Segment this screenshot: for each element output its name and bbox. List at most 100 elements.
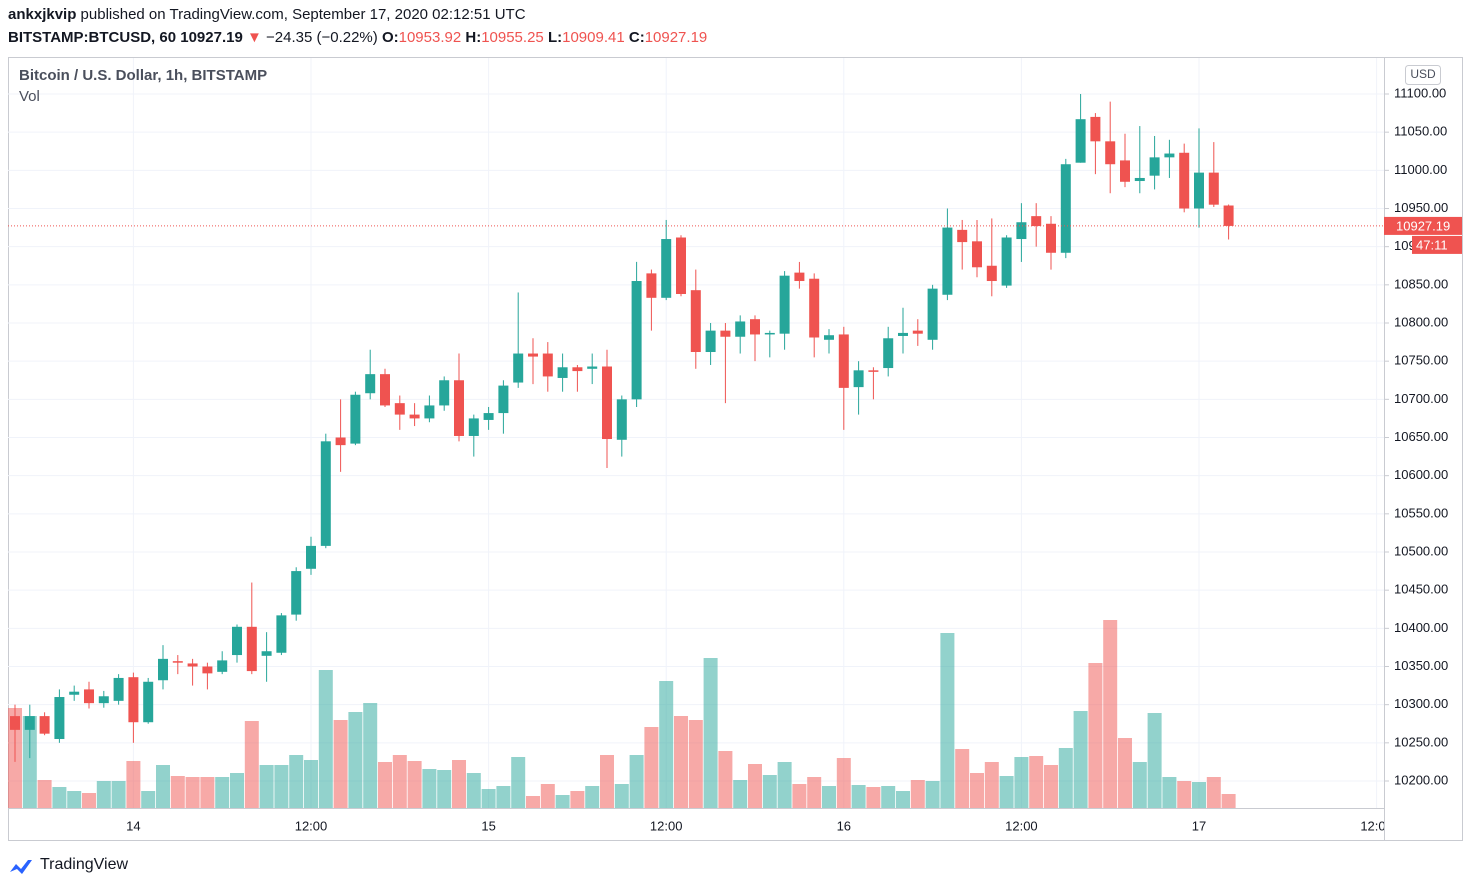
volume-bar: [200, 777, 215, 808]
y-tick-label: 10700.00: [1394, 391, 1448, 406]
volume-bar: [1162, 777, 1177, 808]
candle-body: [1046, 223, 1056, 253]
volume-bar: [688, 720, 703, 808]
volume-bar: [422, 769, 437, 808]
y-tick-label: 10350.00: [1394, 658, 1448, 673]
candle-body: [365, 374, 376, 394]
vol-label: Vol: [19, 88, 40, 105]
volume-bar: [511, 757, 526, 808]
volume-bar: [1221, 794, 1236, 808]
volume-bar: [659, 681, 674, 808]
candle-body: [1105, 141, 1116, 165]
candle-body: [1120, 160, 1130, 182]
volume-bar: [52, 787, 67, 808]
candle-body: [853, 370, 864, 388]
y-tick-label: 10800.00: [1394, 314, 1448, 329]
candle-body: [232, 626, 242, 656]
volume-bar: [526, 796, 540, 808]
candle-body: [1208, 172, 1219, 205]
candle-body: [572, 367, 583, 372]
candle-body: [69, 691, 80, 695]
candle-body: [957, 229, 968, 243]
candle-body: [172, 661, 183, 663]
frame: [8, 57, 1463, 841]
candle-body: [261, 651, 272, 656]
volume-bar: [304, 760, 318, 808]
candle-body: [1031, 216, 1042, 227]
candle-body: [735, 321, 746, 337]
candle-body: [661, 239, 672, 298]
candle-body: [128, 677, 139, 723]
candle-body: [246, 626, 257, 672]
candle-body: [306, 545, 316, 569]
volume-bar: [910, 780, 925, 808]
volume-bar: [748, 764, 762, 808]
y-tick-label: 11100.00: [1394, 85, 1446, 100]
x-tick-label: 12:00: [1005, 818, 1038, 833]
y-tick-label: 10400.00: [1394, 620, 1448, 635]
header-line-1: ankxjkvip published on TradingView.com, …: [8, 6, 526, 23]
candle-body: [350, 394, 361, 444]
candle-body: [335, 437, 346, 446]
volume-bar: [496, 786, 511, 808]
volume-bar: [363, 703, 378, 808]
volume-bar: [244, 721, 259, 808]
volume-bar: [822, 786, 836, 808]
c-value: 10927.19: [644, 29, 708, 46]
candle-body: [750, 319, 760, 335]
price-tag: [1384, 216, 1462, 235]
volume-bar: [466, 773, 481, 808]
volume-bar: [733, 780, 748, 808]
volume-bar: [230, 773, 244, 808]
candle-body: [616, 399, 627, 440]
volume-bar: [629, 755, 644, 808]
candle-body: [972, 241, 982, 268]
published: published on TradingView.com, September …: [80, 6, 526, 23]
y-tick-label: 10200.00: [1394, 772, 1448, 787]
volume-bar: [274, 765, 289, 808]
volume-bar: [1132, 762, 1147, 808]
c-label: C:: [628, 29, 645, 46]
candle-body: [898, 332, 908, 336]
price-tag-label: 10927.19: [1396, 218, 1450, 233]
volume-bar: [955, 749, 970, 808]
y-tick-label: 11000.00: [1394, 162, 1447, 177]
volume-bar: [555, 795, 570, 808]
y-tick-label: 10950.00: [1394, 200, 1448, 215]
volume-bar: [1103, 620, 1118, 808]
candle-body: [824, 335, 834, 340]
candle-body: [1090, 116, 1101, 142]
o-label: O:: [381, 29, 399, 46]
x-tick-label: 16: [837, 818, 851, 833]
candle-body: [498, 385, 509, 414]
volume-bar: [777, 762, 792, 808]
candle-body: [158, 658, 168, 681]
volume-bar: [807, 777, 822, 808]
candle-body: [1179, 152, 1190, 209]
y-tick-label: 11050.00: [1394, 124, 1447, 139]
candle-body: [454, 380, 464, 436]
candle-body: [513, 353, 524, 383]
volume-bar: [333, 720, 348, 808]
chart-title: Bitcoin / U.S. Dollar, 1h, BITSTAMP: [19, 67, 267, 84]
candle-body: [690, 290, 701, 353]
volume-bar: [970, 773, 984, 808]
volume-bar: [378, 762, 392, 808]
volume-bar: [570, 791, 585, 808]
candle-body: [84, 689, 94, 704]
volume-bar: [1044, 765, 1058, 808]
x-tick-label: 17: [1192, 818, 1206, 833]
candle-body: [320, 441, 331, 546]
l-label: L:: [547, 29, 563, 46]
candle-body: [809, 278, 820, 338]
y-tick-label: 10650.00: [1394, 429, 1448, 444]
candle-body: [98, 696, 109, 704]
candle-body: [1223, 205, 1234, 226]
volume-bar: [836, 758, 851, 808]
volume-bar: [792, 784, 807, 808]
volume-bar: [1058, 748, 1073, 808]
volume-bar: [896, 791, 910, 808]
volume-bar: [718, 751, 733, 808]
